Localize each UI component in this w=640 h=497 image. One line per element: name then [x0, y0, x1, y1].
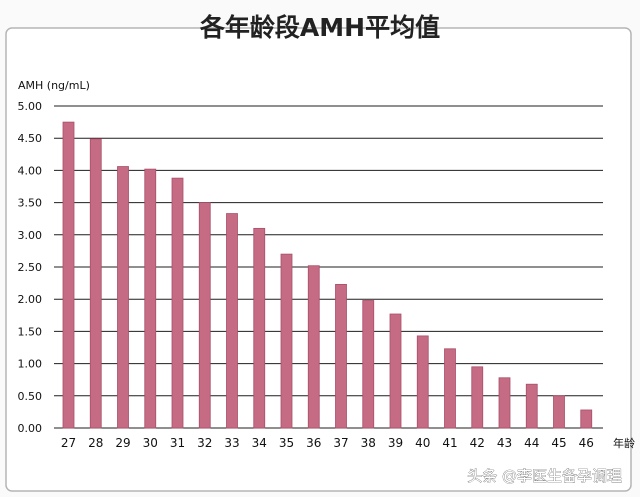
x-tick-labels: 27 28 29 30 31 32 33 34 35 36 37 38 39 40 41 42 43 44 45 46	[61, 436, 594, 450]
y-tick-label: 2.50	[18, 261, 43, 274]
x-tick-label: 30	[143, 436, 158, 450]
y-tick-label: 1.50	[18, 325, 43, 338]
bar-age-34	[253, 227, 266, 429]
bar-age-43	[498, 377, 511, 429]
y-tick-label: 2.00	[18, 293, 43, 306]
bar-age-38	[362, 300, 375, 429]
chart-title: 各年龄段AMH平均值	[199, 13, 440, 42]
x-tick-label: 35	[279, 436, 294, 450]
bar-age-27	[62, 121, 75, 429]
bar-age-36	[307, 265, 320, 429]
x-tick-label: 36	[306, 436, 321, 450]
y-tick-label: 1.00	[18, 358, 43, 371]
y-tick-label: 4.00	[18, 164, 43, 177]
bar-age-37	[335, 283, 347, 429]
bar-age-39	[389, 313, 402, 429]
y-tick-label: 0.00	[18, 422, 43, 435]
bar-age-33	[226, 213, 238, 429]
x-tick-label: 44	[524, 436, 539, 450]
bar-age-28	[89, 138, 102, 429]
x-axis-label: 年龄	[613, 436, 635, 450]
bar-age-45	[553, 395, 565, 429]
x-tick-label: 38	[361, 436, 376, 450]
y-tick-label: 3.00	[18, 229, 43, 242]
y-axis-label: AMH (ng/mL)	[18, 79, 90, 92]
x-tick-label: 28	[88, 436, 103, 450]
x-tick-label: 32	[197, 436, 212, 450]
bar-age-30	[144, 168, 157, 429]
bar-age-31	[171, 177, 184, 429]
x-tick-label: 31	[170, 436, 185, 450]
y-tick-label: 0.50	[18, 390, 43, 403]
x-tick-label: 46	[579, 436, 594, 450]
bar-age-42	[471, 366, 484, 429]
x-tick-label: 37	[333, 436, 348, 450]
bar-age-29	[117, 166, 129, 429]
bar-age-35	[280, 253, 293, 429]
x-tick-label: 34	[252, 436, 267, 450]
x-tick-label: 39	[388, 436, 403, 450]
y-tick-labels: 0.00 0.50 1.00 1.50 2.00 2.50 3.00 3.50 4.00 4.50…	[18, 100, 43, 435]
bar-age-40	[416, 335, 429, 429]
bar-age-41	[444, 348, 456, 429]
bars	[62, 121, 593, 429]
x-tick-label: 40	[415, 436, 430, 450]
bar-age-44	[525, 383, 538, 429]
bar-age-46	[580, 409, 593, 429]
y-tick-label: 5.00	[18, 100, 43, 113]
y-tick-label: 3.50	[18, 197, 43, 210]
x-tick-label: 45	[551, 436, 566, 450]
x-tick-label: 41	[442, 436, 457, 450]
x-tick-label: 29	[115, 436, 130, 450]
x-tick-label: 42	[470, 436, 485, 450]
x-tick-label: 33	[224, 436, 239, 450]
x-tick-label: 43	[497, 436, 512, 450]
y-tick-label: 4.50	[18, 132, 43, 145]
x-tick-label: 27	[61, 436, 76, 450]
watermark-text: 头条 @李医生备孕调理	[467, 467, 622, 485]
bar-age-32	[198, 202, 211, 429]
